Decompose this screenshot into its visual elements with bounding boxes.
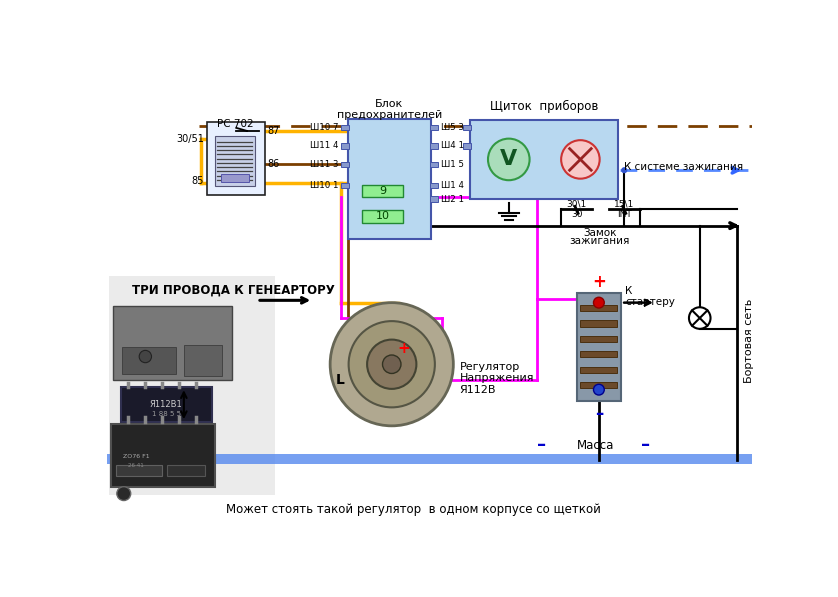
Bar: [184, 345, 222, 376]
Text: 30: 30: [571, 210, 582, 219]
Bar: [116, 465, 163, 476]
Bar: [430, 196, 438, 202]
Circle shape: [349, 321, 435, 407]
Text: V: V: [500, 149, 517, 170]
Text: 26 41: 26 41: [128, 463, 144, 469]
Text: Бортовая сеть: Бортовая сеть: [744, 299, 754, 383]
Circle shape: [593, 384, 604, 395]
Text: 10: 10: [375, 211, 390, 221]
Bar: [581, 305, 618, 311]
Text: Может стоять такой регулятор  в одном корпусе со щеткой: Может стоять такой регулятор в одном кор…: [226, 503, 601, 516]
Bar: [581, 351, 618, 358]
Text: INT: INT: [617, 210, 632, 219]
Bar: [341, 162, 349, 167]
Text: Ш5 3: Ш5 3: [441, 123, 464, 132]
Text: ТРИ ПРОВОДА К ГЕНЕАРТОРУ: ТРИ ПРОВОДА К ГЕНЕАРТОРУ: [132, 284, 335, 296]
Circle shape: [116, 487, 131, 500]
Text: +: +: [397, 341, 410, 356]
Text: ZO76 F1: ZO76 F1: [123, 454, 149, 459]
Bar: [215, 136, 255, 186]
Bar: [581, 321, 618, 327]
Text: 1 88 5 5: 1 88 5 5: [152, 411, 181, 417]
Text: Масса: Масса: [577, 439, 614, 452]
Bar: [122, 347, 176, 374]
Bar: [109, 276, 275, 495]
Bar: [430, 183, 438, 188]
Text: –: –: [641, 436, 650, 454]
Text: К системе зажигания: К системе зажигания: [624, 162, 743, 172]
Bar: [470, 120, 618, 199]
Bar: [207, 122, 265, 195]
Text: Ш1 4: Ш1 4: [441, 181, 464, 190]
Text: Ш1 5: Ш1 5: [441, 160, 464, 169]
Text: Я112В1: Я112В1: [150, 400, 183, 409]
Text: Ш10 7: Ш10 7: [310, 123, 339, 132]
Text: Ш11 4: Ш11 4: [310, 141, 339, 150]
Bar: [581, 336, 618, 342]
Text: –: –: [595, 405, 603, 423]
Bar: [577, 293, 621, 401]
Text: 30/51: 30/51: [176, 134, 204, 144]
Text: L: L: [336, 373, 344, 387]
Bar: [341, 143, 349, 149]
Bar: [463, 125, 471, 130]
Bar: [121, 387, 211, 422]
Bar: [113, 306, 232, 380]
Bar: [167, 465, 205, 476]
Bar: [430, 125, 438, 130]
Bar: [341, 183, 349, 188]
Circle shape: [382, 355, 401, 374]
Text: Блок
предохранителей: Блок предохранителей: [337, 99, 442, 120]
Text: Регулятор
Напряжения
Я112В: Регулятор Напряжения Я112В: [459, 362, 534, 395]
Bar: [362, 210, 403, 223]
Text: 87: 87: [267, 126, 279, 136]
Text: Замок: Замок: [583, 228, 617, 238]
Circle shape: [139, 350, 152, 363]
Text: 86: 86: [267, 159, 279, 169]
Bar: [581, 382, 618, 388]
Bar: [463, 143, 471, 149]
Circle shape: [561, 140, 600, 179]
Bar: [341, 125, 349, 130]
Bar: [111, 424, 215, 487]
Bar: [362, 185, 403, 197]
Text: +: +: [592, 273, 606, 291]
Circle shape: [330, 303, 453, 426]
Text: 30\1: 30\1: [566, 199, 587, 208]
Text: 15\1: 15\1: [614, 199, 634, 208]
Text: Ш4 1: Ш4 1: [441, 141, 464, 150]
Circle shape: [621, 167, 628, 173]
Text: Щиток  приборов: Щиток приборов: [490, 100, 598, 113]
Circle shape: [593, 297, 604, 308]
Bar: [220, 174, 249, 181]
Circle shape: [488, 139, 530, 180]
Bar: [430, 162, 438, 167]
Text: Ш10 1: Ш10 1: [310, 181, 339, 190]
Circle shape: [689, 307, 711, 329]
Bar: [430, 143, 438, 149]
Bar: [581, 367, 618, 373]
Text: Ш11 3: Ш11 3: [310, 160, 339, 169]
Text: К
стартеру: К стартеру: [625, 286, 675, 307]
Circle shape: [367, 340, 416, 389]
Text: 9: 9: [379, 186, 386, 196]
Bar: [348, 119, 431, 239]
Text: 85: 85: [192, 176, 204, 186]
Text: Ш2 1: Ш2 1: [441, 195, 464, 204]
Text: РС 702: РС 702: [217, 119, 254, 130]
Text: зажигания: зажигания: [570, 236, 630, 245]
Text: –: –: [537, 436, 546, 454]
Bar: [107, 454, 752, 464]
